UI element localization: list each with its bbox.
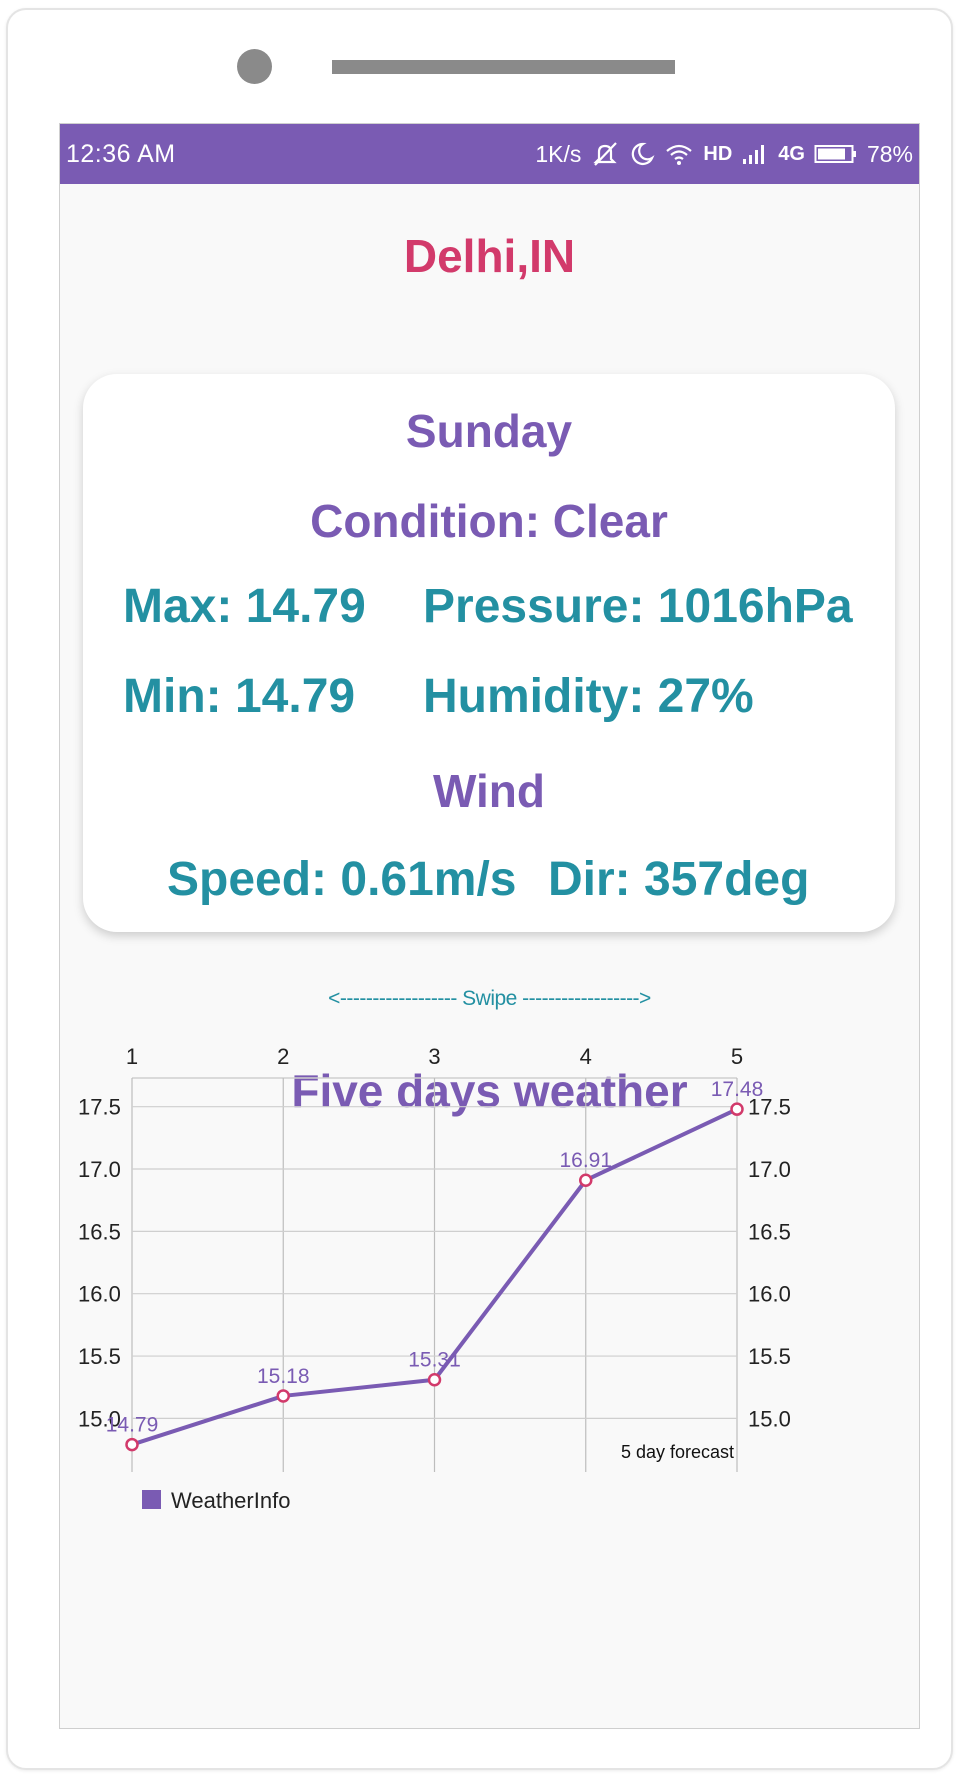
y-tick-label-right: 15.0 xyxy=(748,1406,791,1431)
x-tick-label: 2 xyxy=(277,1044,289,1069)
network-type: 4G xyxy=(778,142,805,165)
data-label: 17.48 xyxy=(711,1078,764,1101)
max-temp: Max: 14.79 xyxy=(123,580,366,633)
y-tick-label-right: 17.5 xyxy=(748,1095,791,1120)
y-tick-label-right: 16.0 xyxy=(748,1282,791,1307)
wind-direction: Dir: 357deg xyxy=(548,853,810,906)
status-icons: 1K/s HD 4G 78% xyxy=(535,141,913,168)
data-label: 15.31 xyxy=(408,1349,461,1372)
y-tick-label-left: 17.5 xyxy=(78,1095,121,1120)
hd-badge: HD xyxy=(703,142,733,165)
battery-percent: 78% xyxy=(866,140,913,167)
min-temp: Min: 14.79 xyxy=(123,670,356,723)
battery-icon xyxy=(814,143,858,165)
x-tick-label: 1 xyxy=(126,1044,138,1069)
front-camera xyxy=(237,49,272,84)
x-tick-label: 4 xyxy=(580,1044,592,1069)
status-bar: 12:36 AM 1K/s HD 4G xyxy=(60,124,919,184)
condition-text: Condition: Clear xyxy=(310,495,668,547)
data-point xyxy=(730,1102,744,1116)
humidity: Humidity: 27% xyxy=(423,670,754,723)
data-point xyxy=(276,1389,290,1403)
city-name: Delhi,IN xyxy=(403,230,576,282)
y-tick-label-left: 15.0 xyxy=(78,1406,121,1431)
wind-title: Wind xyxy=(433,765,545,817)
moon-icon xyxy=(629,141,655,167)
swipe-hint: <------------------ Swipe --------------… xyxy=(328,987,651,1010)
y-tick-label-right: 16.5 xyxy=(748,1219,791,1244)
data-point xyxy=(427,1372,442,1387)
legend-label: WeatherInfo xyxy=(171,1488,290,1513)
pressure: Pressure: 1016hPa xyxy=(423,580,853,633)
y-tick-label-left: 16.5 xyxy=(78,1219,121,1244)
y-tick-label-left: 15.5 xyxy=(78,1344,121,1369)
wifi-icon xyxy=(664,142,694,166)
app-screen: 12:36 AM 1K/s HD 4G xyxy=(59,123,920,1729)
data-label: 15.18 xyxy=(257,1365,310,1388)
data-point xyxy=(125,1437,139,1452)
data-label: 14.79 xyxy=(106,1414,159,1437)
y-tick-label-right: 17.0 xyxy=(748,1157,791,1182)
x-tick-label: 3 xyxy=(428,1044,440,1069)
status-time: 12:36 AM xyxy=(66,139,176,168)
phone-frame: 12:36 AM 1K/s HD 4G xyxy=(6,8,953,1770)
legend-swatch xyxy=(142,1490,161,1509)
data-point xyxy=(579,1173,593,1187)
wind-speed: Speed: 0.61m/s xyxy=(167,853,517,906)
y-tick-label-right: 15.5 xyxy=(748,1344,791,1369)
x-tick-label: 5 xyxy=(731,1044,743,1069)
data-label: 16.91 xyxy=(559,1149,612,1172)
earpiece-speaker xyxy=(332,60,675,74)
chart-description: 5 day forecast xyxy=(621,1442,734,1462)
five-day-line-chart[interactable]: 1 2 3 4 5 15.0 15.0 15.5 15.5 16.0 16.0 16.5 16.5 17.… xyxy=(60,124,920,1729)
five-days-title: Five days weather xyxy=(291,1065,688,1117)
y-tick-label-left: 16.0 xyxy=(78,1282,121,1307)
mute-icon xyxy=(590,141,620,167)
signal-icon xyxy=(741,142,769,166)
day-name: Sunday xyxy=(405,405,573,457)
y-tick-label-left: 17.0 xyxy=(78,1157,121,1182)
net-speed: 1K/s xyxy=(535,140,582,167)
today-weather-card[interactable]: Sunday Condition: Clear Max: 14.79 Press… xyxy=(83,374,895,932)
